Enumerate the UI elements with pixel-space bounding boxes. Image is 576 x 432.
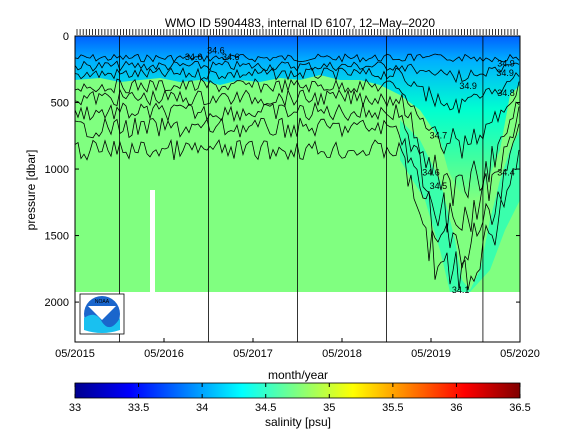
contour-label: 34.7 (430, 130, 448, 140)
noaa-logo: NOAA (79, 293, 125, 335)
contour-line (75, 60, 520, 84)
plot-frame (74, 35, 521, 343)
contour-line (75, 138, 520, 291)
x-tick-label: 05/2016 (144, 348, 184, 360)
plot-area: 34.634.634.634.934.934.934.834.734.634.5… (75, 36, 520, 342)
colorbar-label: salinity [psu] (265, 415, 331, 429)
chart-title: WMO ID 5904483, internal ID 6107, 12–May… (165, 16, 435, 30)
x-tick-label: 05/2019 (411, 348, 451, 360)
colorbar-tick-label: 33.5 (128, 402, 149, 414)
colorbar-ticks: 33 33.5 34 34.5 35 35.5 36 36.5 (69, 383, 531, 414)
colorbar-tick-label: 36 (450, 402, 462, 414)
y-tick-label: 1000 (45, 164, 69, 176)
contour-lines (75, 53, 520, 291)
contour-line (75, 78, 520, 159)
colorbar (74, 382, 521, 399)
colorbar-tick-label: 35.5 (382, 402, 403, 414)
contour-label: 34.8 (497, 88, 515, 98)
colorbar-tick-label: 35 (323, 402, 335, 414)
contour-label: 34.6 (422, 168, 440, 178)
contour-label: 34.6 (207, 45, 225, 55)
y-tick-label: 1500 (45, 231, 69, 243)
contour-label: 34.4 (497, 168, 515, 178)
contour-label: 34.9 (496, 68, 514, 78)
contour-labels: 34.634.634.634.934.934.934.834.734.634.5… (185, 45, 515, 294)
x-tick-label: 05/2015 (55, 348, 95, 360)
contour-label: 34.9 (497, 59, 515, 69)
y-axis-label: pressure [dbar] (24, 150, 38, 231)
colorbar-tick-label: 36.5 (509, 402, 530, 414)
x-tick-label: 05/2017 (233, 348, 273, 360)
contour-label: 34.1 (452, 285, 470, 295)
svg-text:NOAA: NOAA (95, 299, 110, 305)
contour-line (75, 53, 520, 63)
contour-label: 34.5 (430, 181, 448, 191)
bottom-mask (75, 190, 520, 342)
x-axis: 05/2015 05/2016 05/2017 05/2018 05/2019 05/20… (55, 338, 540, 360)
contour-line (75, 88, 520, 206)
date-lines (119, 36, 484, 342)
y-tick-label: 2000 (45, 297, 69, 309)
contour-label: 34.9 (459, 81, 477, 91)
contour-label: 34.6 (185, 52, 203, 62)
contour-line (75, 116, 520, 269)
y-tick-label: 0 (63, 31, 69, 43)
y-axis: 0 500 1000 1500 2000 (45, 31, 520, 309)
contour-line (75, 67, 520, 114)
contour-line (75, 101, 520, 233)
x-tick-label: 05/2020 (500, 348, 540, 360)
x-tick-label: 05/2018 (322, 348, 362, 360)
profile-ticks (76, 29, 518, 35)
colorbar-tick-label: 34.5 (255, 402, 276, 414)
colorbar-tick-label: 33 (69, 402, 81, 414)
contour-label: 34.6 (222, 52, 240, 62)
colorbar-tick-label: 34 (196, 402, 208, 414)
y-tick-label: 500 (51, 98, 69, 110)
x-axis-label: month/year (268, 368, 328, 382)
